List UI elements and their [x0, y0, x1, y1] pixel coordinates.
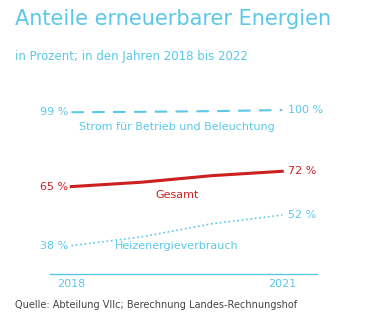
- Text: 65 %: 65 %: [40, 181, 68, 192]
- Text: 100 %: 100 %: [288, 105, 323, 115]
- Text: Quelle: Abteilung VIIc; Berechnung Landes-Rechnungshof: Quelle: Abteilung VIIc; Berechnung Lande…: [15, 300, 298, 310]
- Text: 99 %: 99 %: [39, 107, 68, 117]
- Text: Gesamt: Gesamt: [155, 190, 199, 200]
- Text: 72 %: 72 %: [288, 166, 316, 176]
- Text: 52 %: 52 %: [288, 210, 316, 220]
- Text: Anteile erneuerbarer Energien: Anteile erneuerbarer Energien: [15, 9, 332, 29]
- Text: in Prozent; in den Jahren 2018 bis 2022: in Prozent; in den Jahren 2018 bis 2022: [15, 50, 248, 63]
- Text: Heizenergieverbrauch: Heizenergieverbrauch: [115, 241, 239, 251]
- Text: 38 %: 38 %: [39, 241, 68, 251]
- Text: Strom für Betrieb und Beleuchtung: Strom für Betrieb und Beleuchtung: [79, 122, 275, 132]
